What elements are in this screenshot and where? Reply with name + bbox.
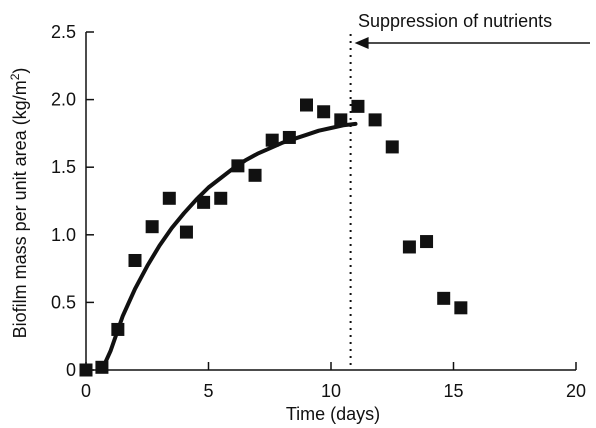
data-point-square <box>368 113 382 127</box>
x-tick-label: 15 <box>443 381 463 401</box>
plot-area: 0 0.5 1.0 1.5 2.0 2.5 0 5 10 15 20 Suppression of… <box>51 11 590 401</box>
data-point-square <box>420 235 434 249</box>
y-axis-title-superscript: 2 <box>8 73 22 80</box>
data-point-square <box>79 363 93 377</box>
y-axis-title-close: ) <box>10 68 30 74</box>
annotation-layer: Suppression of nutrients <box>349 11 590 370</box>
data-point-square <box>265 133 279 147</box>
x-tick-label: 20 <box>566 381 586 401</box>
data-point-square <box>317 105 331 119</box>
y-tick-label: 1.5 <box>51 157 76 177</box>
data-point-square <box>282 130 296 144</box>
data-point-square <box>95 360 109 374</box>
data-point-square <box>248 168 262 182</box>
y-axis-ticks: 0 0.5 1.0 1.5 2.0 2.5 <box>51 22 94 380</box>
data-series <box>79 98 468 377</box>
x-tick-label: 5 <box>203 381 213 401</box>
data-point-square <box>162 191 176 205</box>
arrow-left-icon <box>354 37 369 49</box>
x-tick-label: 0 <box>81 381 91 401</box>
data-point-square <box>197 195 211 209</box>
data-point-square <box>231 159 245 173</box>
y-tick-label: 0.5 <box>51 292 76 312</box>
fit-curve-line <box>99 121 358 372</box>
y-tick-label: 0 <box>66 360 76 380</box>
y-tick-label: 2.5 <box>51 22 76 42</box>
data-point-square <box>300 98 313 112</box>
y-tick-label: 2.0 <box>51 90 76 110</box>
y-axis-title: Biofilm mass per unit area (kg/m2) <box>8 68 30 339</box>
x-axis-ticks: 0 5 10 15 20 <box>81 362 586 401</box>
y-axis-title-main: Biofilm mass per unit area (kg/m <box>10 80 30 338</box>
y-tick-label: 1.0 <box>51 225 76 245</box>
annotation-label: Suppression of nutrients <box>358 11 552 31</box>
data-point-square <box>402 240 416 254</box>
data-point-square <box>179 225 193 239</box>
data-point-square <box>334 113 348 127</box>
data-point-square <box>351 99 365 113</box>
data-point-square <box>111 322 125 336</box>
data-point-square <box>128 253 142 267</box>
x-tick-label: 10 <box>321 381 341 401</box>
data-point-square <box>437 291 451 305</box>
x-axis-title: Time (days) <box>286 404 380 424</box>
data-point-square <box>454 301 468 315</box>
data-point-square <box>385 140 399 154</box>
data-point-square <box>145 220 159 234</box>
data-point-square <box>214 191 228 205</box>
